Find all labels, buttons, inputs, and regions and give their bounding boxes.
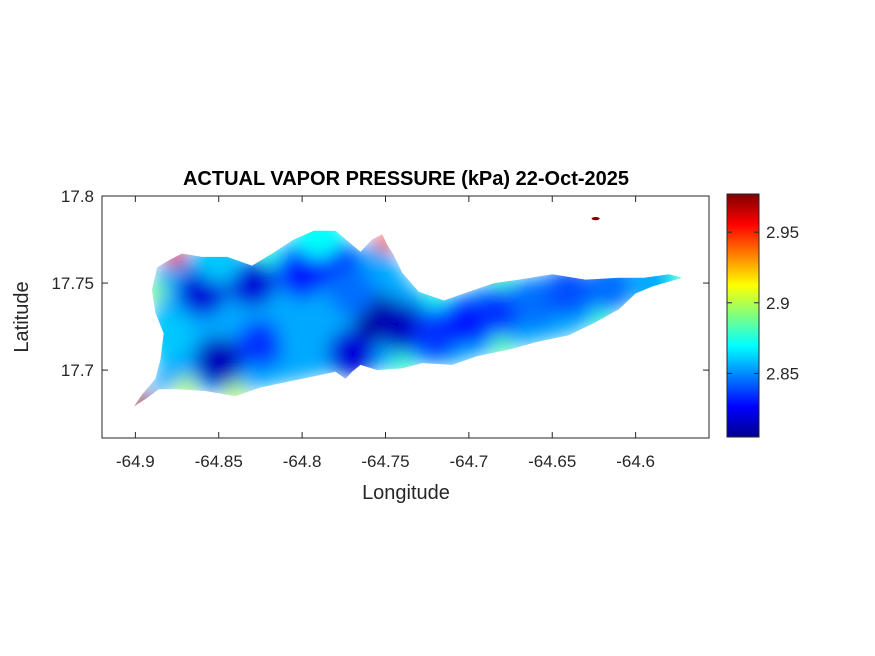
x-tick-label: -64.85 xyxy=(195,452,243,471)
vapor-pressure-field xyxy=(133,230,683,407)
y-tick-label: 17.7 xyxy=(61,361,94,380)
field-sample-7 xyxy=(328,328,377,377)
isolated-points xyxy=(591,217,600,221)
field-sample-24 xyxy=(391,353,414,376)
x-tick-label: -64.7 xyxy=(449,452,488,471)
x-tick-label: -64.9 xyxy=(116,452,155,471)
field-sample-18 xyxy=(174,376,197,399)
field-sample-14 xyxy=(544,267,593,316)
colorbar-tick-label: 2.95 xyxy=(766,223,799,242)
field-sample-3 xyxy=(236,320,285,368)
field-sample-29 xyxy=(491,268,514,291)
y-tick-label: 17.75 xyxy=(51,274,94,293)
x-tick-label: -64.6 xyxy=(616,452,655,471)
field-sample-30 xyxy=(294,230,343,259)
field-sample-25 xyxy=(491,336,514,359)
colorbar-frame xyxy=(726,193,760,438)
colorbar: 2.85 2.9 2.95 xyxy=(726,193,799,438)
field-sample-33 xyxy=(328,267,377,316)
colorbar-tick-label: 2.9 xyxy=(766,294,790,313)
plot-area: -64.9 -64.85 -64.8 -64.75 -64.7 -64.65 -64.6 1… xyxy=(51,187,710,471)
x-tick-label: -64.8 xyxy=(283,452,322,471)
x-tick-label: -64.75 xyxy=(361,452,409,471)
field-sample-27 xyxy=(666,266,683,289)
field-sample-28 xyxy=(424,284,447,307)
plot-axes-box xyxy=(101,195,710,439)
y-axis-label: Latitude xyxy=(11,281,33,352)
colorbar-ticks: 2.85 2.9 2.95 xyxy=(727,223,799,383)
field-sample-32 xyxy=(194,234,243,283)
isolated-point-0 xyxy=(591,217,600,221)
x-tick-label: -64.65 xyxy=(528,452,576,471)
colorbar-tick-label: 2.85 xyxy=(766,364,799,383)
field-sample-15 xyxy=(586,262,635,311)
x-axis-label: Longitude xyxy=(362,482,450,504)
field-sample-22 xyxy=(133,392,155,407)
x-axis: -64.9 -64.85 -64.8 -64.75 -64.7 -64.65 -64.6 xyxy=(116,196,655,471)
y-tick-label: 17.8 xyxy=(61,187,94,206)
field-sample-20 xyxy=(164,245,187,268)
field-sample-21 xyxy=(374,230,397,253)
y-axis: 17.7 17.75 17.8 xyxy=(51,187,709,380)
field-sample-26 xyxy=(591,310,614,333)
colorbar-gradient xyxy=(727,194,759,437)
field-sample-31 xyxy=(257,244,280,267)
field-sample-19 xyxy=(144,280,167,303)
field-sample-23 xyxy=(224,381,247,404)
chart-title: ACTUAL VAPOR PRESSURE (kPa) 22-Oct-2025 xyxy=(183,168,629,190)
field-sample-6 xyxy=(278,311,327,360)
field-sample-1 xyxy=(228,259,277,308)
field-sample-2 xyxy=(194,337,243,386)
field-sample-17 xyxy=(144,311,193,360)
